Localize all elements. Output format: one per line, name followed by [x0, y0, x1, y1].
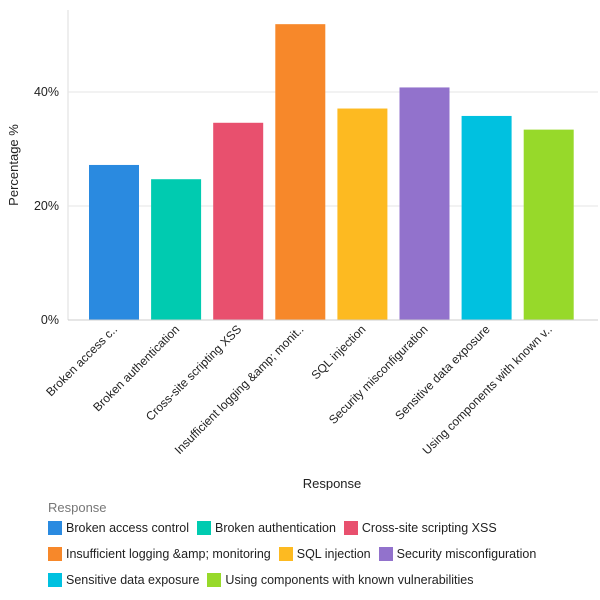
legend-item[interactable]: Cross-site scripting XSS: [343, 521, 497, 535]
legend-label: Broken authentication: [214, 521, 336, 535]
bar: [337, 108, 388, 320]
legend-swatch: [48, 573, 62, 587]
legend-item[interactable]: Broken access control: [48, 521, 189, 535]
legend-label: Insufficient logging &amp; monitoring: [66, 547, 271, 561]
x-axis-title: Response: [303, 476, 362, 490]
x-tick-label: SQL injection: [308, 322, 368, 382]
legend-swatch: [207, 573, 222, 587]
legend-item[interactable]: SQL injection: [278, 547, 371, 561]
y-tick-label: 20%: [34, 199, 59, 213]
legend-item[interactable]: Sensitive data exposure: [48, 573, 199, 587]
bar: [399, 87, 450, 320]
legend-item[interactable]: Security misconfiguration: [378, 547, 537, 561]
bar: [461, 115, 512, 320]
bar: [275, 24, 326, 320]
legend-item[interactable]: Insufficient logging &amp; monitoring: [48, 547, 271, 561]
bar: [151, 179, 202, 320]
legend-label: SQL injection: [296, 547, 371, 561]
x-tick-label: Using components with known v..: [420, 322, 555, 457]
legend-swatch: [196, 521, 211, 535]
y-axis-title: Percentage %: [6, 124, 21, 206]
legend-label: Using components with known vulnerabilit…: [225, 573, 474, 587]
legend-swatch: [48, 547, 62, 561]
legend-label: Cross-site scripting XSS: [361, 521, 497, 535]
bar-chart: 0%20%40%Broken access c..Broken authenti…: [6, 10, 598, 491]
legend-label: Sensitive data exposure: [66, 573, 200, 587]
legend-item[interactable]: Broken authentication: [196, 521, 336, 535]
legend-swatch: [378, 547, 393, 561]
bar: [523, 129, 574, 320]
legend-title: Response: [48, 500, 107, 515]
legend-label: Security misconfiguration: [396, 547, 537, 561]
legend-swatch: [48, 521, 62, 535]
bar: [89, 164, 139, 320]
y-tick-label: 40%: [34, 85, 59, 99]
legend: Response Broken access control Broken aut…: [48, 500, 588, 587]
x-tick-label: Insufficient logging &amp; monit..: [172, 322, 307, 457]
legend-item[interactable]: Using components with known vulnerabilit…: [207, 573, 473, 587]
bar: [213, 122, 264, 320]
legend-label: Broken access control: [66, 521, 189, 535]
legend-swatch: [278, 547, 293, 561]
y-tick-label: 0%: [41, 313, 59, 327]
legend-swatch: [343, 521, 358, 535]
